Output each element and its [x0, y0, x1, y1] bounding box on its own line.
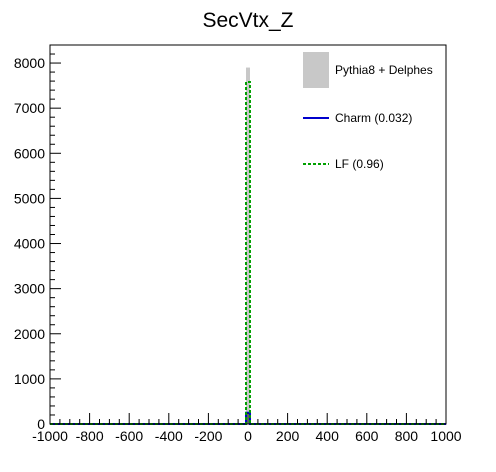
chart-title: SecVtx_Z	[202, 9, 293, 32]
x-tick-label-3: -400	[155, 428, 183, 444]
y-tick-label-8: 8000	[14, 55, 45, 71]
x-tick-label-4: -200	[194, 428, 222, 444]
x-tick-label-7: 400	[316, 428, 340, 444]
x-tick-label-9: 800	[395, 428, 419, 444]
y-tick-label-4: 4000	[14, 236, 45, 252]
y-tick-label-0: 0	[37, 416, 45, 432]
x-tick-label-0: -1000	[32, 428, 68, 444]
y-tick-label-1: 1000	[14, 371, 45, 387]
legend-label-2: LF (0.96)	[335, 157, 384, 171]
y-tick-label-2: 2000	[14, 326, 45, 342]
legend-swatch-0	[303, 52, 329, 88]
y-tick-label-5: 5000	[14, 190, 45, 206]
x-tick-label-8: 600	[355, 428, 379, 444]
legend-item-2: LF (0.96)	[303, 157, 384, 171]
bar-0-0	[246, 67, 250, 425]
series-0	[246, 67, 250, 425]
x-tick-label-10: 1000	[430, 428, 461, 444]
legend-item-0: Pythia8 + Delphes	[303, 52, 433, 88]
x-tick-label-5: 0	[244, 428, 252, 444]
x-tick-label-1: -800	[76, 428, 104, 444]
y-tick-label-6: 6000	[14, 145, 45, 161]
legend-label-1: Charm (0.032)	[335, 111, 412, 125]
legend: Pythia8 + Delphes Charm (0.032) LF (0.96)	[303, 52, 433, 171]
y-tick-label-3: 3000	[14, 281, 45, 297]
axes: -1000 -800 -600 -400 -200 0 200 400 600 800 1000 0 1…	[14, 44, 462, 444]
x-tick-label-2: -600	[115, 428, 143, 444]
y-tick-label-7: 7000	[14, 100, 45, 116]
legend-label-0: Pythia8 + Delphes	[335, 63, 433, 77]
legend-item-1: Charm (0.032)	[303, 111, 412, 125]
x-tick-label-6: 200	[276, 428, 300, 444]
